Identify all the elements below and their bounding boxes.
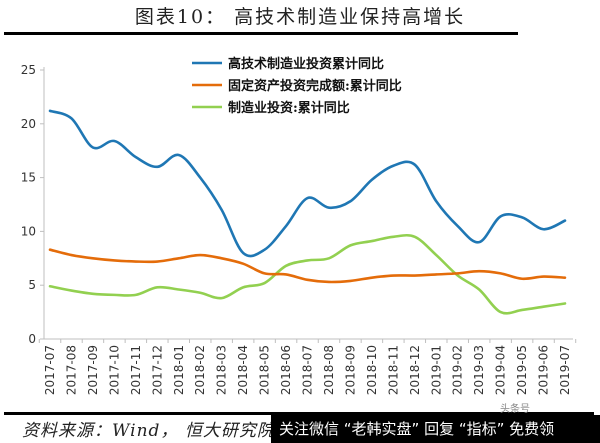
legend-label: 制造业投资:累计同比 — [228, 100, 350, 116]
series-line-1 — [48, 248, 567, 284]
x-tick-label: 2018-07 — [301, 345, 315, 395]
y-tick-label: 10 — [21, 224, 36, 238]
legend-label: 高技术制造业投资累计同比 — [228, 56, 384, 72]
x-tick-label: 2019-07 — [558, 345, 572, 395]
x-tick-label: 2017-07 — [43, 345, 57, 395]
x-tick-label: 2018-12 — [408, 345, 422, 395]
y-tick-label: 0 — [28, 332, 36, 346]
x-tick-label: 2018-05 — [258, 345, 272, 395]
y-tick-label: 5 — [28, 278, 36, 292]
y-tick-label: 25 — [21, 63, 36, 77]
source-note: 资料来源：Wind， 恒大研究院 — [22, 421, 275, 441]
x-tick-label: 2018-03 — [215, 345, 229, 395]
x-tick-label: 2018-06 — [279, 345, 293, 395]
x-tick-label: 2019-04 — [494, 345, 508, 395]
chart-title: 图表10： 高技术制造业保持高增长 — [134, 6, 466, 28]
x-tick-label: 2017-10 — [107, 345, 121, 395]
x-tick-label: 2018-11 — [386, 345, 400, 395]
x-tick-label: 2018-04 — [236, 345, 250, 395]
x-tick-label: 2017-11 — [129, 345, 143, 395]
x-tick-label: 2019-06 — [537, 345, 551, 395]
x-tick-label: 2017-09 — [86, 345, 100, 395]
x-tick-label: 2018-08 — [322, 345, 336, 395]
y-tick-label: 15 — [21, 171, 36, 185]
x-tick-label: 2019-03 — [472, 345, 486, 395]
watermark-banner: 关注微信 “老韩实盘” 回复 “指标” 免费领 — [271, 415, 600, 443]
x-tick-label: 2018-01 — [172, 345, 186, 395]
x-tick-label: 2018-09 — [343, 345, 357, 395]
series-line-2 — [48, 233, 567, 315]
x-tick-label: 2019-01 — [429, 345, 443, 395]
x-tick-label: 2017-08 — [64, 345, 78, 395]
legend-label: 固定资产投资完成额:累计同比 — [228, 78, 402, 94]
watermark-top-text: 头条号 — [500, 404, 530, 415]
x-tick-label: 2019-05 — [515, 345, 529, 395]
top-divider — [4, 32, 518, 35]
x-tick-label: 2018-02 — [193, 345, 207, 395]
x-tick-label: 2018-10 — [365, 345, 379, 395]
x-tick-label: 2017-12 — [150, 345, 164, 395]
y-tick-label: 20 — [21, 117, 36, 131]
series-line-0 — [48, 109, 567, 258]
bottom-divider — [4, 412, 594, 415]
x-tick-label: 2019-02 — [451, 345, 465, 395]
